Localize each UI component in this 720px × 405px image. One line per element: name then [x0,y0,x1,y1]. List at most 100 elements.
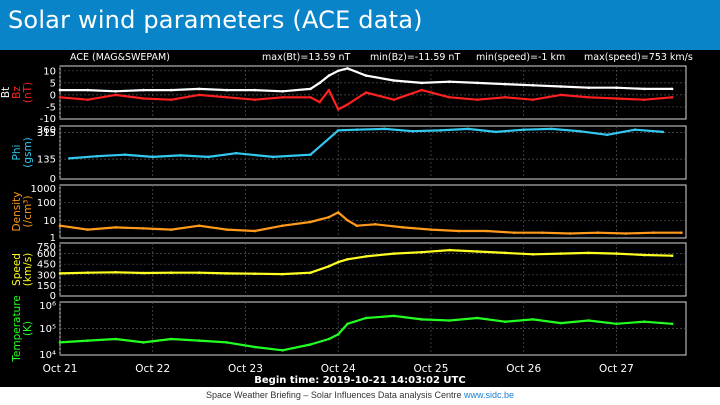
data-point-speed [559,252,563,255]
slide-title: Solar wind parameters (ACE data) [8,6,423,34]
data-point-speed [670,254,674,257]
data-point-density [336,211,340,214]
panel-frame-field [59,65,687,120]
data-point-bz [253,98,257,101]
series-line-density [59,211,682,235]
data-point-density [346,219,349,222]
footer-link[interactable]: www.sidc.be [463,390,515,400]
data-point-density [485,229,488,233]
data-point-temperature [503,320,507,324]
y-tick-label: 0 [50,291,56,302]
data-point-bz [587,96,590,99]
data-point-bt [392,79,396,82]
data-point-temperature [670,322,674,326]
x-tick-label: Oct 21 [43,363,78,375]
data-point-bt [318,81,322,85]
data-point-speed [643,253,646,257]
data-point-phi [661,130,665,134]
y-tick-label: 135 [37,155,56,166]
data-point-bt [670,87,674,91]
data-point-density [541,231,544,234]
y-axis-label-line: Bz [11,86,23,99]
data-point-phi [550,127,553,131]
data-point-speed [142,271,145,275]
data-point-bt [587,86,590,89]
data-point-density [253,229,257,233]
y-axis-label-line: (km/s) [22,253,34,287]
y-tick-label: 10 [43,66,56,77]
data-point-bz [327,88,331,92]
panels-group: 1050-5-10Bz(nT)Bt3603151350Phi(gsm)10001… [0,65,687,363]
data-point-bt [58,88,62,92]
data-point-density [114,226,117,229]
data-point-phi [234,151,238,155]
data-point-bt [197,87,201,91]
data-point-bz [531,98,535,101]
data-point-bz [197,93,201,97]
data-point-speed [281,272,284,276]
data-point-bz [392,98,396,101]
y-tick-label: 10⁵ [39,324,56,335]
data-point-temperature [86,339,90,342]
data-point-bt [281,90,284,93]
chart-max-bt: max(Bt)=13.59 nT [262,52,351,63]
y-axis-label-line: Temperature [11,295,23,363]
y-tick-label: 360 [37,125,56,136]
data-point-temperature [364,316,368,320]
data-point-bz [559,93,563,97]
data-point-bt [336,69,340,73]
data-point-temperature [114,337,117,341]
chart-min-speed: min(speed)=-1 km [476,52,565,63]
series-line-phi [69,127,663,160]
data-point-speed [531,253,535,256]
y-tick-label: 600 [37,249,56,260]
data-point-phi [438,129,442,132]
data-point-density [142,227,145,230]
data-point-speed [587,251,590,255]
data-point-temperature [58,341,62,344]
data-point-density [355,224,359,227]
data-point-speed [225,272,229,275]
data-point-bt [503,82,507,86]
data-point-speed [346,258,349,261]
y-tick-label: 1000 [31,184,56,195]
data-point-temperature [346,322,349,326]
data-point-density [86,228,90,231]
data-point-speed [253,272,257,275]
data-point-bt [142,88,145,92]
data-point-temperature [420,318,424,321]
data-point-bz [86,98,90,101]
data-point-temperature [309,343,312,346]
data-point-temperature [559,321,563,325]
data-point-temperature [643,320,646,324]
y-tick-label: 315 [37,128,56,139]
data-point-density [652,231,655,234]
data-point-speed [615,252,618,255]
data-point-temperature [142,341,145,344]
data-point-phi [151,155,154,159]
data-point-phi [522,128,525,131]
data-point-bt [309,87,312,91]
data-point-speed [58,272,62,275]
y-axis-label-line: (nT) [22,82,34,103]
data-point-temperature [281,349,284,352]
data-point-bt [476,81,479,85]
chart-max-speed: max(speed)=753 km/s [584,52,693,63]
data-point-density [457,229,461,233]
data-point-bz [114,93,117,97]
data-point-phi [179,154,182,157]
solar-wind-chart: ACE (MAG&SWEPAM) max(Bt)=13.59 nT min(Bz… [0,52,693,386]
panel-frame-density [59,184,687,239]
begin-time-label: Begin time: 2019-10-21 14:03:02 UTC [254,375,465,386]
data-point-bz [615,97,618,100]
data-point-temperature [531,318,535,321]
data-point-phi [466,127,470,131]
y-axis-label-density: Density(/cm³) [11,192,34,232]
data-point-bz [448,96,451,99]
data-point-density [624,232,627,235]
data-point-bz [503,96,507,99]
data-point-temperature [170,337,173,341]
data-point-bz [670,96,674,99]
data-point-temperature [476,316,479,320]
